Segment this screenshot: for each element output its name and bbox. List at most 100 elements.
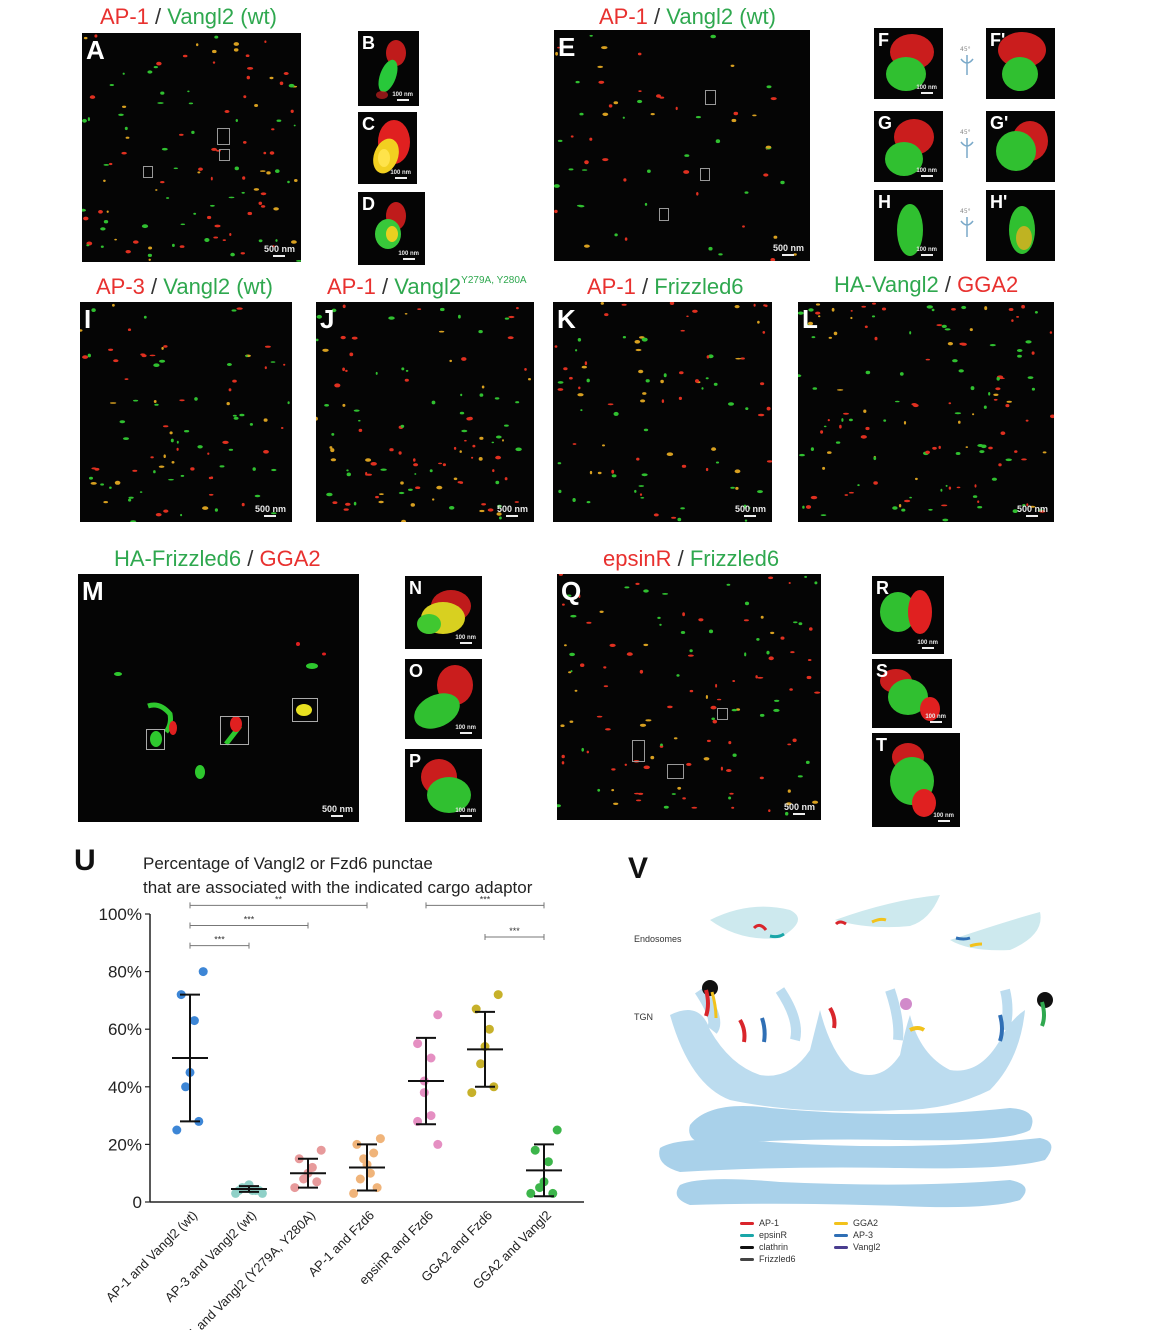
fluorescent-punctum <box>735 486 739 490</box>
fluorescent-punctum <box>287 401 290 405</box>
scale-bar: 100 nm <box>455 808 476 817</box>
data-point <box>355 1174 365 1184</box>
fluorescent-punctum <box>872 302 876 305</box>
fluorescent-punctum <box>187 90 190 93</box>
fluorescent-punctum <box>732 753 737 757</box>
fluorescent-punctum <box>835 441 841 444</box>
y-tick-label: 80% <box>108 963 142 982</box>
title-red: GGA2 <box>957 272 1019 297</box>
fluorescent-punctum <box>163 425 169 428</box>
fluorescent-punctum <box>941 324 947 328</box>
fluorescent-punctum <box>404 378 409 382</box>
fluorescent-punctum <box>645 379 650 383</box>
fluorescent-punctum <box>822 466 826 470</box>
fluorescent-punctum <box>233 48 239 52</box>
panel-k-title: AP-1 / Frizzled6 <box>587 274 744 300</box>
fluorescent-punctum <box>586 750 589 754</box>
panel-letter: N <box>409 578 422 598</box>
fluorescent-punctum <box>650 755 655 760</box>
panel-letter: Q <box>561 576 582 606</box>
title-green: Vangl2 (wt) <box>666 4 776 29</box>
fluorescent-punctum <box>558 574 563 576</box>
fluorescent-punctum <box>731 708 738 712</box>
fluorescent-punctum <box>568 168 574 171</box>
fluorescent-punctum <box>507 336 514 340</box>
fluorescent-punctum <box>1049 331 1053 334</box>
fluorescent-punctum <box>179 133 184 136</box>
fluorescent-punctum <box>948 402 952 405</box>
fluorescent-punctum <box>952 359 958 363</box>
panel-b-blob <box>376 40 406 99</box>
fluorescent-punctum <box>705 467 709 472</box>
fluorescent-punctum <box>596 715 603 718</box>
fluorescent-punctum <box>1000 431 1006 435</box>
fluorescent-punctum <box>254 494 261 498</box>
fluorescent-punctum <box>895 400 900 403</box>
fluorescent-punctum <box>1005 458 1012 462</box>
fluorescent-punctum <box>809 627 813 631</box>
fluorescent-punctum <box>611 469 615 474</box>
significance-label: *** <box>244 915 255 925</box>
fluorescent-punctum <box>176 440 179 444</box>
fluorescent-punctum <box>580 409 583 412</box>
data-point <box>172 1125 182 1135</box>
fluorescent-punctum <box>214 508 218 512</box>
title-sep: / <box>382 274 389 299</box>
fluorescent-punctum <box>495 455 501 460</box>
fluorescent-punctum <box>744 601 750 606</box>
fluorescent-punctum <box>294 179 298 182</box>
fluorescent-punctum <box>584 160 589 165</box>
fluorescent-punctum <box>182 54 188 58</box>
fluorescent-punctum <box>241 502 245 507</box>
panel-u-letter: U <box>74 844 96 877</box>
fluorescent-punctum <box>686 762 692 766</box>
y-tick-label: 0 <box>133 1193 142 1212</box>
fluorescent-punctum <box>276 119 282 122</box>
fluorescent-punctum <box>689 689 694 693</box>
fluorescent-punctum <box>638 90 642 92</box>
fluorescent-punctum <box>358 428 363 432</box>
fluorescent-punctum <box>744 191 749 194</box>
fluorescent-punctum <box>774 699 780 702</box>
fluorescent-punctum <box>179 399 185 402</box>
inset-box <box>219 149 230 161</box>
fluorescent-punctum <box>977 444 984 447</box>
fluorescent-punctum <box>358 419 361 422</box>
title-sep: / <box>642 274 649 299</box>
fluorescent-punctum <box>89 476 93 480</box>
fluorescent-punctum <box>148 246 153 250</box>
fluorescent-punctum <box>820 514 827 516</box>
fluorescent-punctum <box>528 378 531 381</box>
fluorescent-punctum <box>449 506 455 510</box>
fluorescent-punctum <box>673 737 678 740</box>
fluorescent-punctum <box>153 470 156 474</box>
fluorescent-punctum <box>226 363 232 366</box>
fluorescent-punctum <box>989 344 996 347</box>
fluorescent-punctum <box>656 94 661 98</box>
fluorescent-punctum <box>210 176 213 181</box>
rotation-icon: 45° <box>956 128 978 160</box>
fluorescent-punctum <box>508 315 515 319</box>
fluorescent-punctum <box>160 91 165 95</box>
inset-box <box>292 698 318 722</box>
panel-a-image: A 500 nm <box>82 33 301 262</box>
legend-swatch <box>740 1233 754 1237</box>
fluorescent-punctum <box>481 503 486 506</box>
fluorescent-punctum <box>602 444 605 447</box>
title-sep: / <box>155 4 162 29</box>
title-red: AP-3 <box>96 274 145 299</box>
fluorescent-punctum <box>154 403 159 406</box>
fluorescent-punctum <box>228 388 232 392</box>
fluorescent-punctum <box>400 481 404 485</box>
fluorescent-punctum <box>938 445 941 449</box>
fluorescent-punctum <box>80 329 83 332</box>
fluorescent-punctum <box>457 481 462 484</box>
fluorescent-punctum <box>965 446 969 448</box>
title-green: Frizzled6 <box>654 274 744 299</box>
fluorescent-punctum <box>689 649 693 653</box>
fluorescent-punctum <box>899 372 904 376</box>
fluorescent-punctum <box>232 414 237 417</box>
fluorescent-punctum <box>334 383 341 388</box>
fluorescent-punctum <box>252 467 256 471</box>
fluorescent-punctum <box>245 54 250 57</box>
